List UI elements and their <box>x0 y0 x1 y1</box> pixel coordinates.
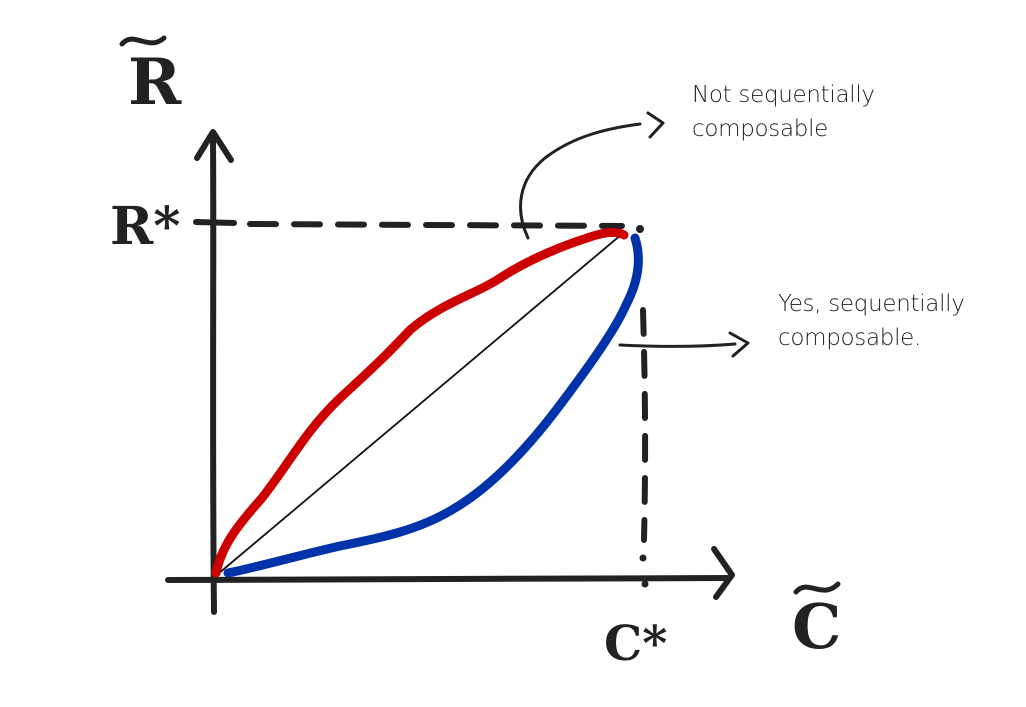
c-star-dot-1 <box>639 554 647 562</box>
y-axis-label-tilde <box>119 35 167 47</box>
r-star-tick <box>193 219 237 226</box>
c-star-dashed-line <box>640 307 649 543</box>
c-star-dot-2 <box>641 580 649 588</box>
y-axis-arrowhead <box>194 129 234 163</box>
x-axis-label: C <box>792 590 841 663</box>
not-composable-leader-arrow <box>646 111 665 139</box>
x-axis <box>165 575 731 583</box>
c-star-label: C* <box>604 616 667 672</box>
optimum-point <box>636 225 644 233</box>
x-axis-label-tilde <box>793 581 841 595</box>
composable-leader-arrow <box>728 331 750 358</box>
not-composable-annotation: Not sequentially composable <box>692 78 875 146</box>
composable-line-2: composable. <box>778 325 922 351</box>
composable-line-1: Yes, sequentially <box>778 291 965 317</box>
not-composable-leader <box>519 122 642 240</box>
diagonal-line <box>217 233 623 575</box>
composable-curve <box>223 233 643 578</box>
x-axis-arrowhead <box>711 546 735 600</box>
composable-annotation: Yes, sequentially composable. <box>778 287 965 355</box>
not-composable-curve <box>211 228 629 578</box>
not-composable-line-1: Not sequentially <box>692 82 875 108</box>
r-star-label: R* <box>110 196 180 257</box>
r-star-dashed-line <box>247 221 625 229</box>
not-composable-line-2: composable <box>692 116 829 142</box>
y-axis-label: R <box>128 45 182 120</box>
y-axis <box>210 137 217 615</box>
composable-leader <box>618 342 737 348</box>
